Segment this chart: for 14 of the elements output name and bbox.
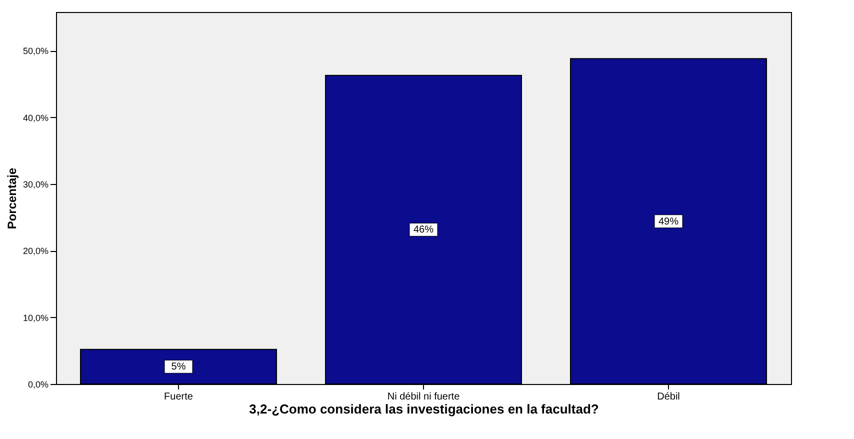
data-label: 46% <box>413 224 434 236</box>
y-tick-label: 0,0% <box>28 380 48 390</box>
y-tick-label: 20,0% <box>22 246 48 256</box>
data-label: 49% <box>658 216 679 228</box>
data-label: 5% <box>171 362 186 373</box>
y-tick-label: 40,0% <box>22 112 48 123</box>
y-axis-title: Porcentaje <box>4 167 19 230</box>
y-tick-label: 50,0% <box>22 46 48 56</box>
y-tick-label: 30,0% <box>22 180 48 190</box>
x-tick-label: Débil <box>657 392 680 402</box>
x-axis-title: 3,2-¿Como considera las investigaciones en la facultad? <box>249 402 599 416</box>
y-tick-label: 10,0% <box>22 312 48 323</box>
x-tick-label: Fuerte <box>164 392 194 402</box>
x-tick-label: Ni débil ni fuerte <box>387 392 460 402</box>
